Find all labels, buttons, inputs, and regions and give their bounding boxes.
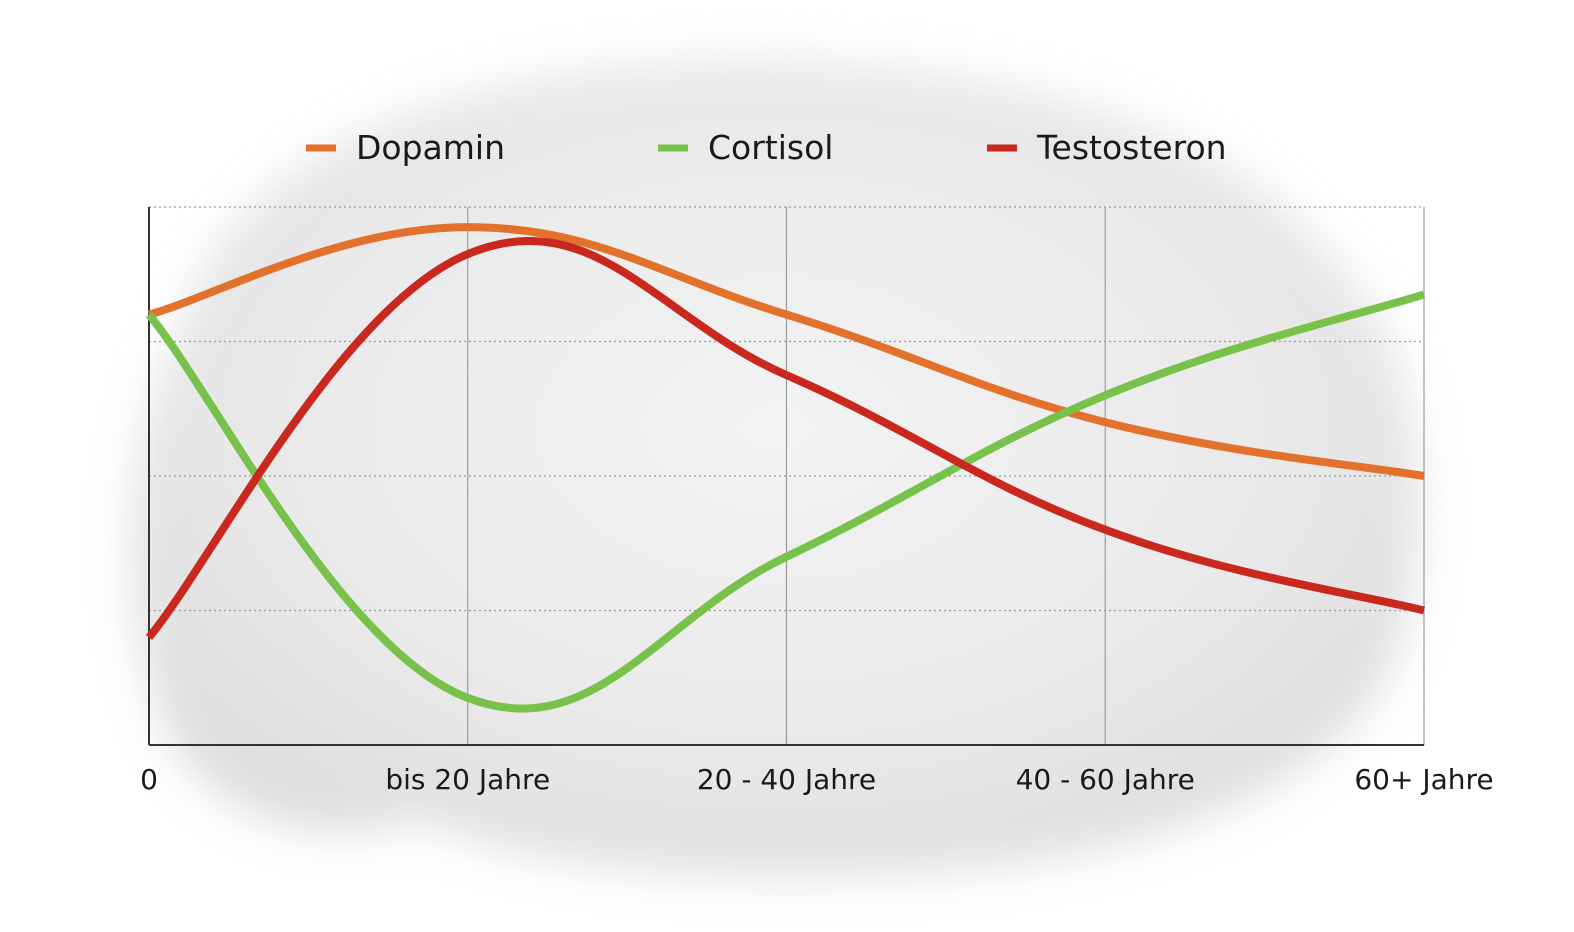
series-lines [145, 223, 1426, 713]
brain-background-image [130, 59, 1420, 878]
axes [148, 207, 1424, 746]
testosteron-legend-label: Testosteron [1036, 128, 1227, 167]
cortisol-series-line [145, 290, 1426, 713]
cortisol-legend-label: Cortisol [708, 128, 833, 167]
x-tick-label: 20 - 40 Jahre [697, 763, 876, 796]
x-tick-label: 40 - 60 Jahre [1016, 763, 1195, 796]
dopamin-series-line [147, 223, 1425, 480]
x-tick-label: bis 20 Jahre [385, 763, 550, 796]
x-tick-labels: 0 bis 20 Jahre 20 - 40 Jahre 40 - 60 Jahre 6… [140, 763, 1494, 796]
x-tick-label: 60+ Jahre [1354, 763, 1493, 796]
testosteron-series-line [145, 237, 1425, 640]
legend: Dopamin Cortisol Testosteron [306, 128, 1227, 167]
x-tick-label: 0 [140, 763, 158, 796]
dopamin-legend-label: Dopamin [356, 128, 505, 167]
